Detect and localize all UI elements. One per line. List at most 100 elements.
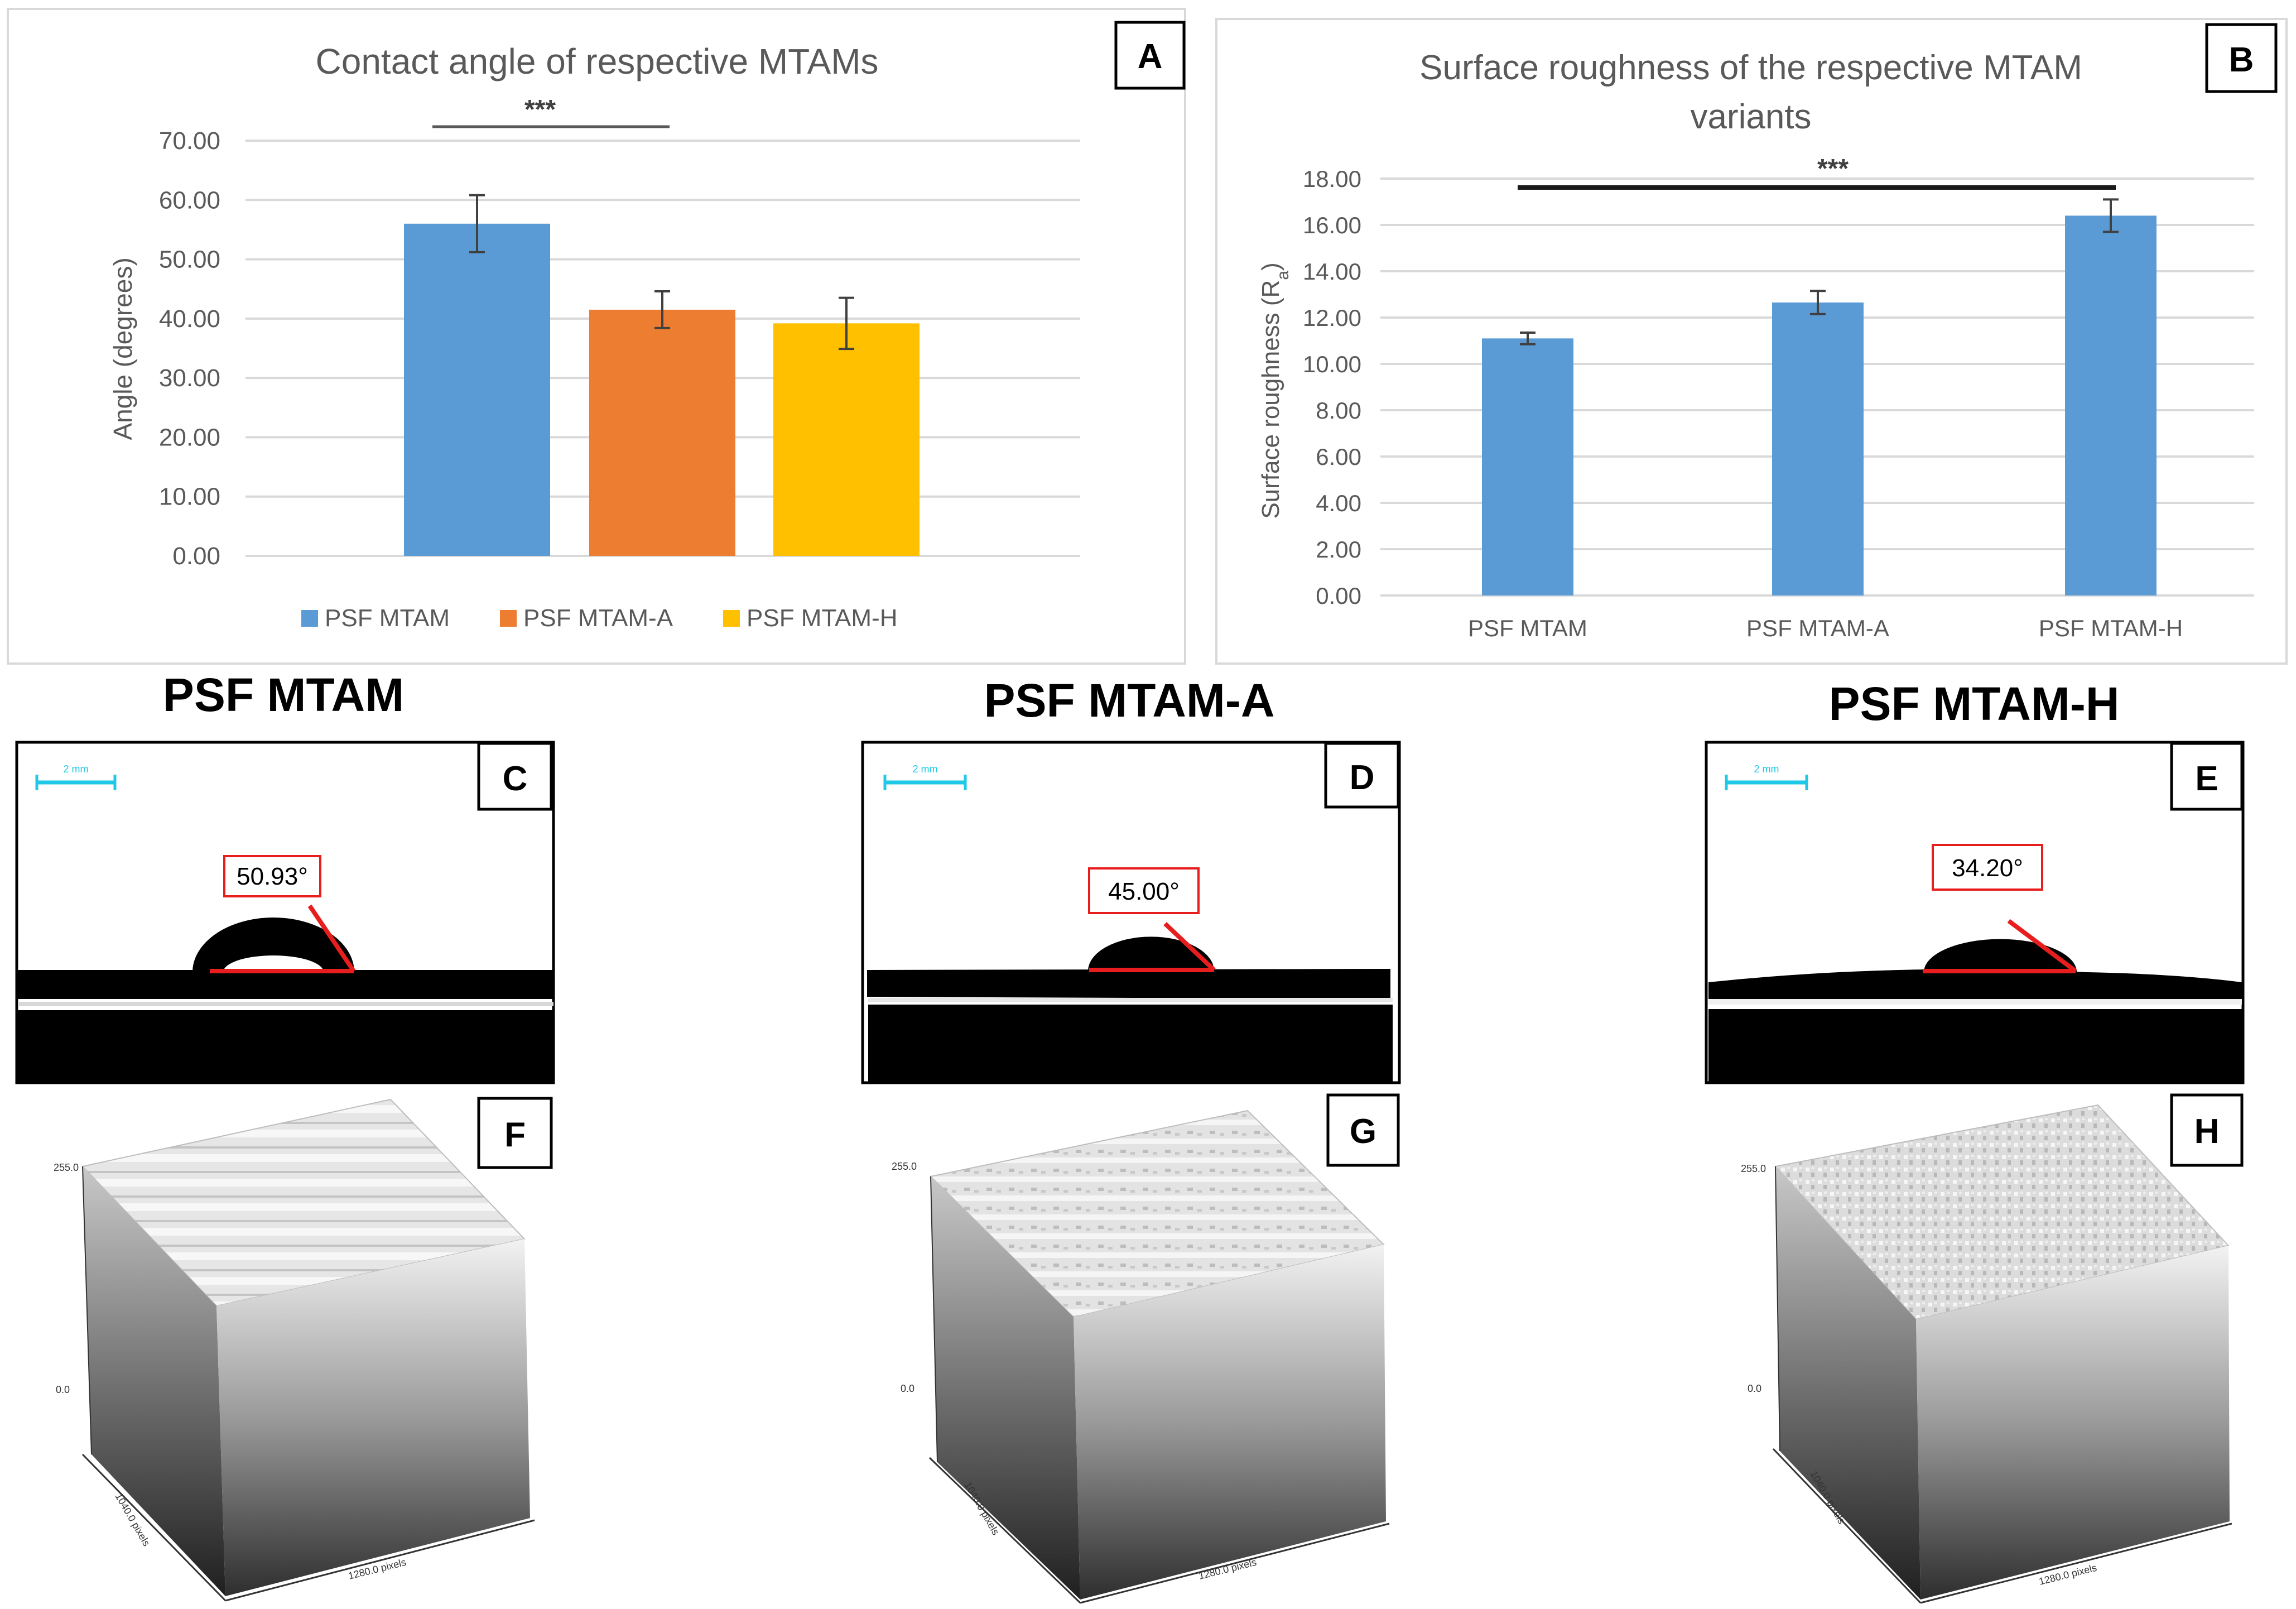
panel-f-surface-plot: 255.0 0.0 1040.0 pixels 1280.0 pixels F: [54, 1097, 553, 1602]
panel-f-letter: F: [504, 1116, 526, 1154]
z-min-label: 0.0: [901, 1383, 914, 1394]
surface-front-face: [216, 1239, 530, 1596]
scale-bar-label: 2 mm: [913, 763, 938, 775]
x-axis-line: [1080, 1522, 1390, 1604]
chart-a-bars: [404, 223, 920, 556]
substrate-surface: [1708, 969, 2242, 999]
chart-a-significance-label: ***: [524, 95, 556, 124]
chart-a-y-tick-label: 70.00: [159, 127, 220, 155]
surface-side-face: [83, 1166, 225, 1596]
surface-side-face: [1775, 1166, 1920, 1600]
chart-a-y-axis-label: Angle (degrees): [108, 257, 137, 440]
z-max-label: 255.0: [892, 1161, 917, 1172]
chart-b-bar-psf-mtam-a: [1772, 302, 1864, 595]
z-axis-line: [82, 1166, 92, 1455]
contact-angle-value: 45.00°: [1108, 878, 1180, 905]
panel-e-droplet-image: 2 mm 34.20° E: [1705, 741, 2245, 1084]
panel-a-letter: A: [1138, 37, 1163, 76]
chart-b-y-tick-label: 16.00: [1303, 212, 1361, 238]
surface-front-face: [1916, 1246, 2230, 1600]
angle-label-box: [223, 855, 321, 897]
chart-b-y-tick-label: 12.00: [1303, 305, 1361, 331]
angle-label-box: [1088, 867, 1200, 914]
substrate-edge-highlight: [1708, 999, 2242, 1005]
chart-a-y-ticks: 0.00 10.00 20.00 30.00 40.00 50.00 60.00 70.00: [159, 127, 220, 570]
surface-front-face: [1074, 1245, 1386, 1600]
panel-e-letter: E: [2195, 760, 2218, 798]
surface-side-face: [931, 1176, 1080, 1600]
chart-a-y-tick-label: 40.00: [159, 305, 220, 333]
chart-a-error-bars: [469, 194, 854, 350]
chart-a-y-tick-label: 20.00: [159, 424, 220, 451]
z-axis-line: [1775, 1166, 1780, 1452]
chart-b-y-tick-label: 18.00: [1303, 166, 1361, 192]
panel-a-contact-angle-chart: Contact angle of respective MTAMs 0.00 10…: [7, 8, 1186, 665]
chart-b-y-tick-label: 4.00: [1316, 490, 1361, 516]
panel-g-letter-box: [1326, 1093, 1400, 1167]
chart-b-y-tick-label: 6.00: [1316, 444, 1361, 470]
angle-label-box: [1932, 844, 2043, 891]
panel-d-letter: D: [1350, 758, 1375, 797]
panel-h-letter-box: [2170, 1093, 2244, 1167]
chart-b-y-ticks: 0.00 2.00 4.00 6.00 8.00 10.00 12.00 14.00 16.00…: [1303, 166, 1361, 609]
chart-b-y-tick-label: 2.00: [1316, 536, 1361, 563]
chart-b-y-axis-label: Surface roughness (Ra): [1257, 262, 1292, 518]
panel-b-letter-box: [2205, 23, 2278, 93]
chart-a-y-tick-label: 60.00: [159, 186, 220, 214]
chart-b-x-tick-label: PSF MTAM-H: [2039, 615, 2183, 641]
section-title-psf-mtam-a: PSF MTAM-A: [984, 674, 1274, 727]
panel-e-letter-box: [2170, 742, 2244, 811]
x-axis-line: [225, 1519, 535, 1602]
legend-label-psf-mtam: PSF MTAM: [325, 604, 450, 632]
panel-g-letter: G: [1350, 1112, 1376, 1151]
scale-bar-label: 2 mm: [64, 763, 89, 775]
tangent-line: [307, 904, 356, 973]
panel-a-letter-box: [1114, 21, 1186, 90]
substrate-surface: [867, 969, 1390, 999]
chart-a-bar-psf-mtam-h: [773, 323, 920, 556]
chart-a-y-tick-label: 10.00: [159, 483, 220, 511]
chart-b-y-tick-label: 8.00: [1316, 397, 1361, 424]
chart-b-x-tick-labels: PSF MTAM PSF MTAM-A PSF MTAM-H: [1468, 615, 2183, 641]
panel-b-surface-roughness-chart: Surface roughness of the respective MTAM…: [1215, 18, 2288, 665]
legend-swatch-psf-mtam: [301, 610, 318, 627]
y-axis-line: [1772, 1448, 1922, 1604]
chart-a-bar-psf-mtam-a: [589, 309, 735, 556]
panel-h-letter: H: [2194, 1112, 2220, 1151]
panel-d-droplet-image: 2 mm 45.00° D: [861, 741, 1401, 1084]
legend-swatch-psf-mtam-h: [723, 610, 740, 627]
tangent-line: [2007, 919, 2077, 973]
z-axis-line: [930, 1176, 938, 1463]
tangent-line: [1163, 922, 1216, 972]
chart-a-bar-psf-mtam: [404, 223, 550, 556]
chart-b-title-line-1: Surface roughness of the respective MTAM: [1419, 49, 2082, 87]
substrate-edge-highlight: [18, 1002, 553, 1006]
substrate-base: [1708, 1009, 2242, 1082]
chart-b-x-tick-label: PSF MTAM-A: [1746, 615, 1889, 641]
substrate-base: [18, 1010, 553, 1082]
chart-a-title: Contact angle of respective MTAMs: [316, 41, 879, 81]
chart-b-y-tick-label: 14.00: [1303, 258, 1361, 285]
chart-b-significance-label: ***: [1817, 154, 1849, 184]
legend-label-psf-mtam-a: PSF MTAM-A: [523, 604, 673, 632]
chart-b-y-tick-label: 0.00: [1316, 583, 1361, 609]
z-min-label: 0.0: [1748, 1383, 1761, 1394]
chart-a-y-tick-label: 50.00: [159, 246, 220, 273]
panel-c-letter-box: [477, 742, 553, 811]
legend-swatch-psf-mtam-a: [500, 610, 517, 627]
chart-b-y-tick-label: 10.00: [1303, 351, 1361, 377]
droplet-reflection: [223, 955, 324, 972]
chart-a-y-tick-label: 0.00: [172, 542, 220, 570]
chart-b-error-bars: [1520, 198, 2119, 345]
chart-b-x-tick-label: PSF MTAM: [1468, 615, 1587, 641]
chart-b-bar-psf-mtam: [1482, 338, 1573, 595]
substrate-surface: [18, 970, 553, 999]
y-axis-line: [928, 1457, 1081, 1604]
panel-d-letter-box: [1324, 742, 1400, 809]
z-min-label: 0.0: [56, 1384, 70, 1395]
panel-b-letter: B: [2229, 41, 2254, 79]
panel-g-surface-plot: 255.0 0.0 1040.0 pixels 1280.0 pixels G: [892, 1093, 1400, 1604]
contact-angle-value: 50.93°: [237, 863, 308, 890]
z-max-label: 255.0: [54, 1162, 79, 1173]
